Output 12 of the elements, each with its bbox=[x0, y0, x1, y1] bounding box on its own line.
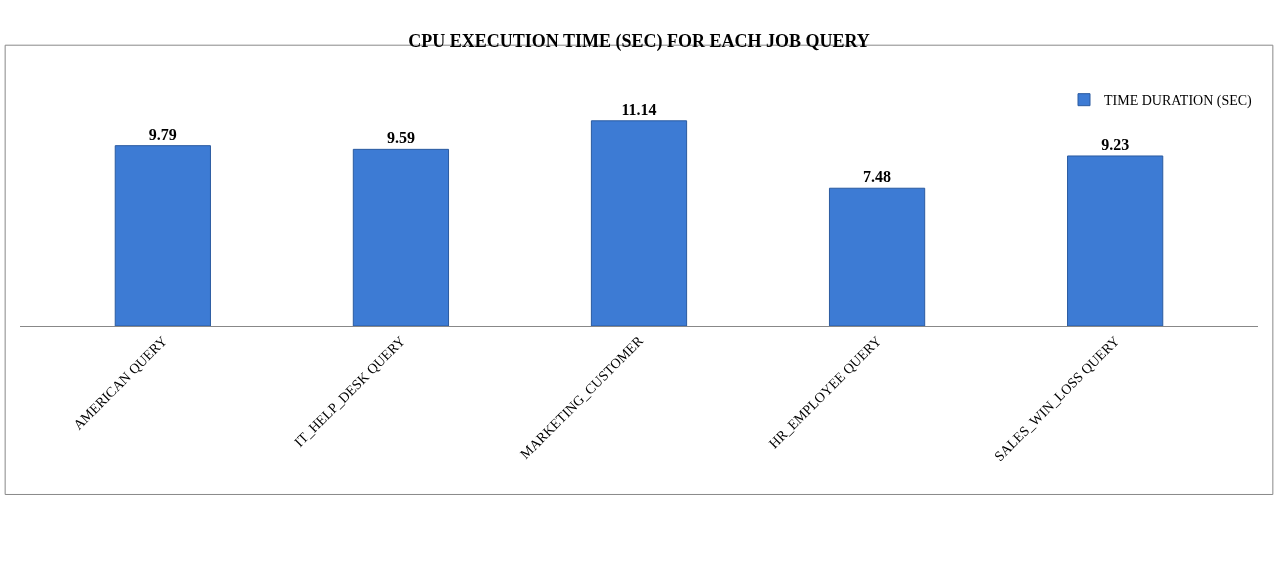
bar bbox=[828, 187, 926, 326]
data-label: 7.48 bbox=[863, 168, 892, 186]
bar bbox=[352, 148, 450, 326]
data-label: 9.79 bbox=[148, 125, 177, 143]
data-label: 11.14 bbox=[621, 100, 657, 118]
chart-title: CPU EXECUTION TIME (SEC) FOR EACH JOB QUERY bbox=[408, 31, 870, 53]
bar bbox=[1067, 155, 1164, 326]
data-label: 9.59 bbox=[386, 129, 415, 147]
bar bbox=[114, 145, 211, 326]
bar bbox=[590, 120, 688, 326]
legend-label: TIME DURATION (SEC) bbox=[1104, 93, 1253, 110]
data-label: 9.23 bbox=[1101, 135, 1130, 153]
